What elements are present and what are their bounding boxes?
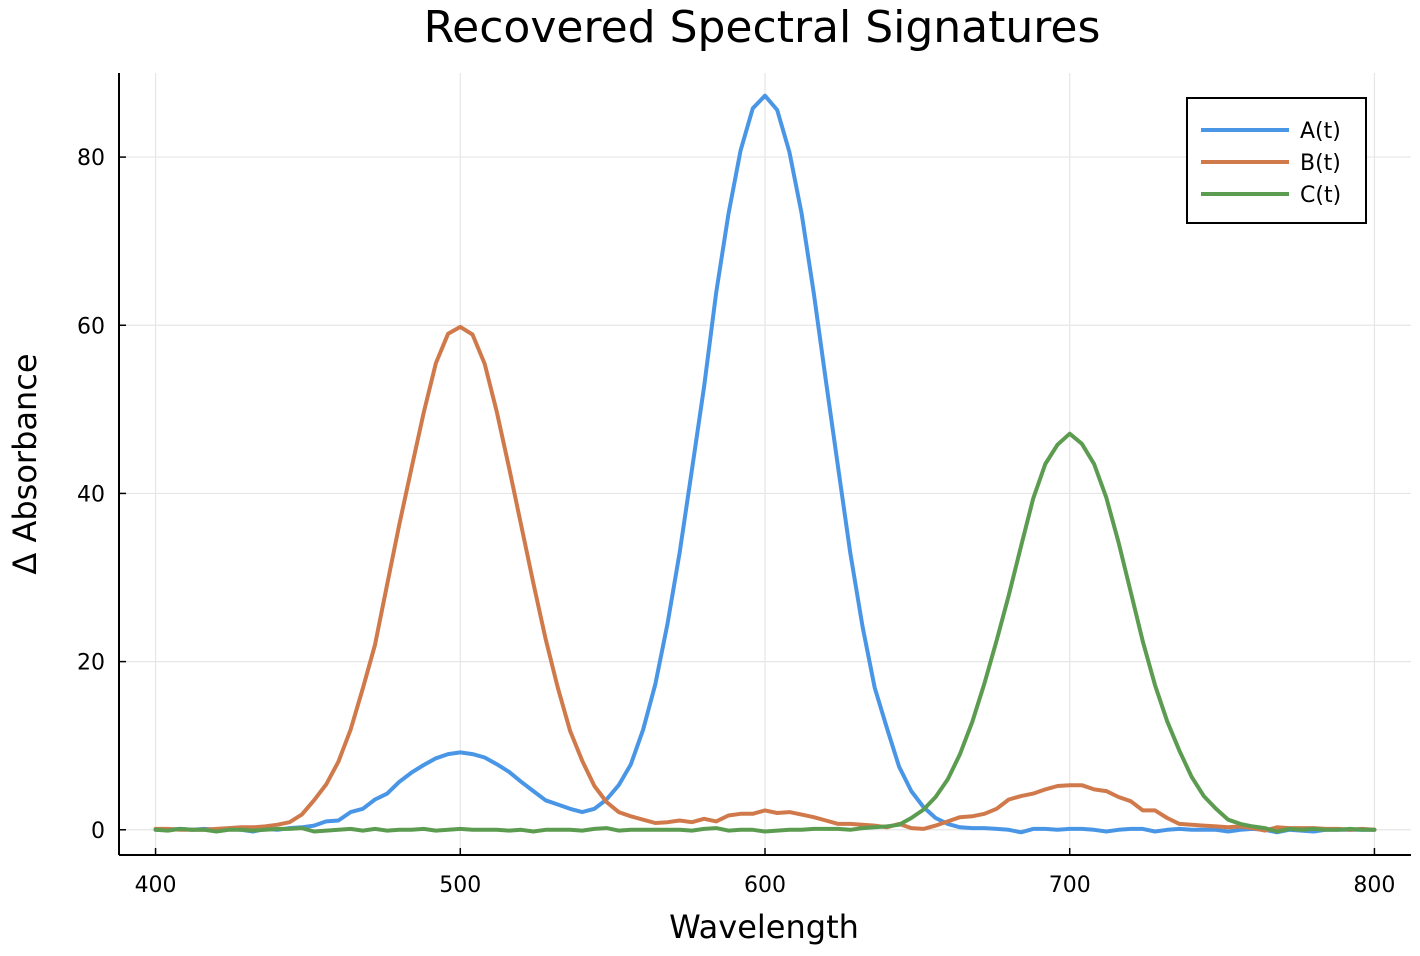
y-tick-label: 60 <box>77 314 105 339</box>
y-tick-label: 80 <box>77 146 105 171</box>
x-axis-ticks: 400 500 600 700 800 <box>135 848 1395 898</box>
series-line-ct <box>153 431 1377 834</box>
series-line-bt <box>153 324 1377 833</box>
y-axis-ticks: 0 20 40 60 80 <box>77 146 126 844</box>
y-tick-label: 20 <box>77 651 105 676</box>
x-tick-label: 700 <box>1049 873 1091 898</box>
x-tick-label: 500 <box>439 873 481 898</box>
chart-title: Recovered Spectral Signatures <box>424 2 1101 53</box>
legend-label-bt: B(t) <box>1300 151 1341 176</box>
x-tick-label: 800 <box>1353 873 1395 898</box>
x-tick-label: 400 <box>135 873 177 898</box>
legend-label-ct: C(t) <box>1300 183 1341 208</box>
y-tick-label: 0 <box>91 819 105 844</box>
x-tick-label: 600 <box>744 873 786 898</box>
legend-label-at: A(t) <box>1300 119 1341 144</box>
series-lines <box>153 93 1377 835</box>
x-axis-label: Wavelength <box>669 908 859 946</box>
legend: A(t) B(t) C(t) <box>1186 97 1367 224</box>
y-tick-label: 40 <box>77 482 105 507</box>
series-line-at <box>153 93 1377 835</box>
y-axis-label: Δ Absorbance <box>6 353 44 574</box>
